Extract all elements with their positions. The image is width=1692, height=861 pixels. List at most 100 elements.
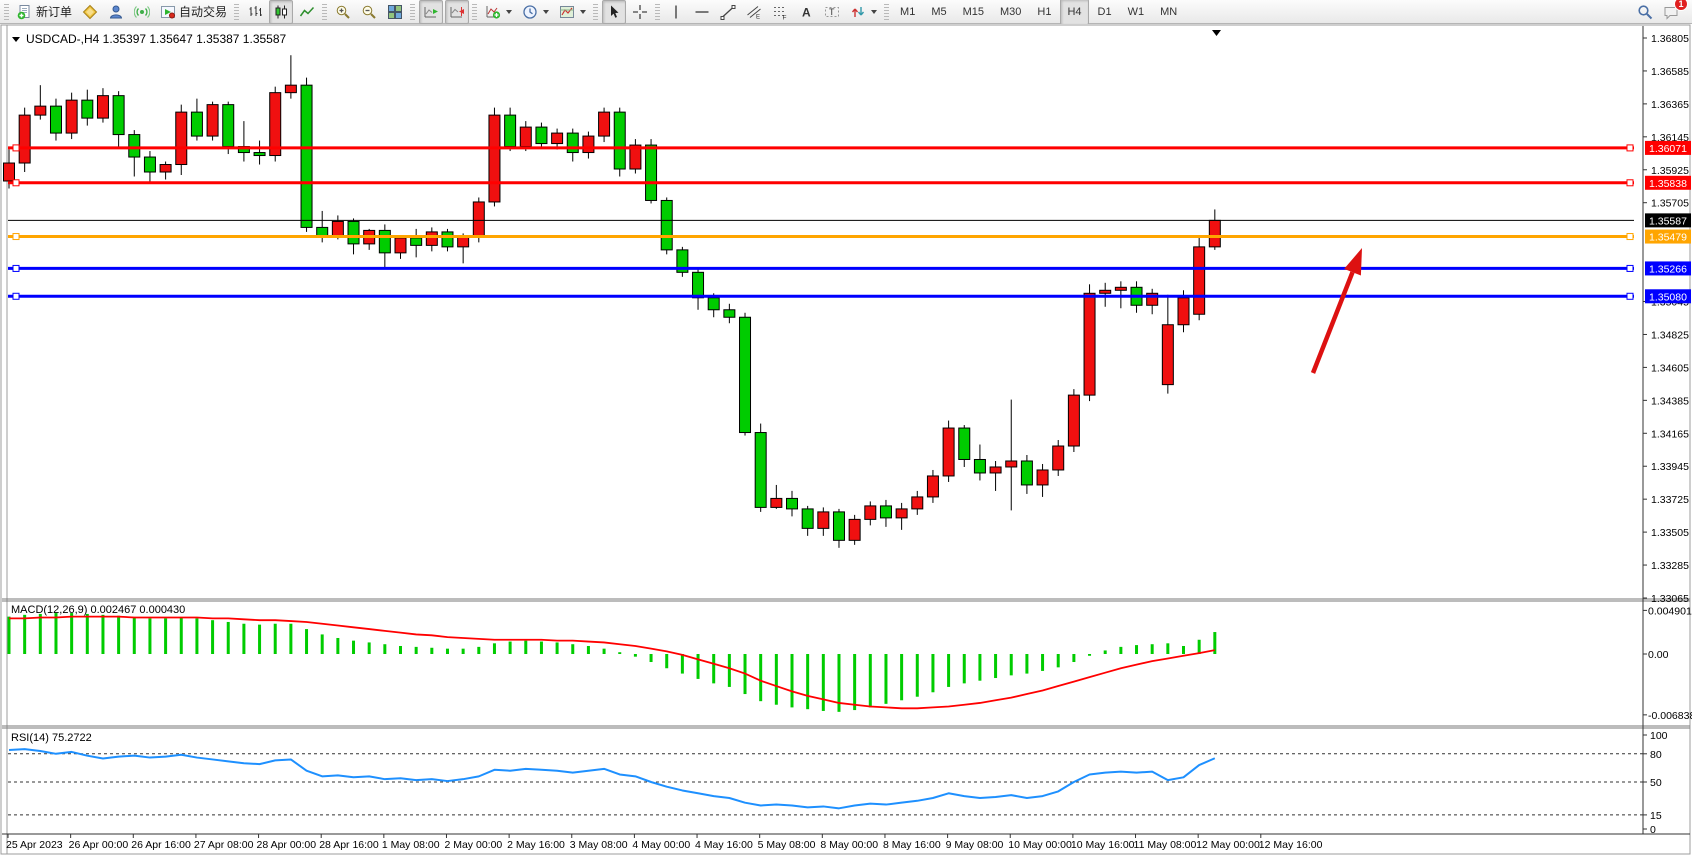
tf-m1[interactable]: M1 (893, 0, 922, 25)
signals-button[interactable] (130, 0, 154, 24)
macd-histogram-bar (258, 624, 262, 654)
tf-d1[interactable]: D1 (1091, 0, 1119, 25)
current-price-line[interactable]: 1.35587 (8, 213, 1691, 228)
toolbar-group-grip[interactable] (884, 3, 890, 20)
cursor-button[interactable] (602, 0, 627, 24)
tf-m15[interactable]: M15 (956, 0, 991, 25)
title-collapse-icon[interactable] (12, 37, 20, 42)
price-axis[interactable]: 1.36805 1.36585 1.36365 1.36145 1.35925 1.357… (1643, 33, 1692, 836)
bar-chart-button[interactable] (243, 0, 267, 24)
dropdown-caret-icon[interactable] (580, 9, 587, 14)
price-tick-label: 1.33065 (1651, 593, 1689, 605)
new-order-icon (17, 4, 33, 20)
tf-mn[interactable]: MN (1153, 0, 1184, 25)
line-handle[interactable] (1626, 233, 1634, 241)
trend-arrow-annotation[interactable] (1310, 248, 1362, 374)
line-handle[interactable] (12, 292, 20, 300)
periods-icon (522, 4, 538, 20)
candle (441, 228, 454, 252)
time-axis[interactable]: 25 Apr 2023 26 Apr 00:00 26 Apr 16:00 27 Ap… (6, 834, 1323, 851)
toolbar-group-grip[interactable] (4, 3, 9, 20)
candle (645, 139, 658, 204)
chart-canvas[interactable]: 1.36805 1.36585 1.36365 1.36145 1.35925 1.357… (0, 24, 1692, 856)
tile-windows-button[interactable] (383, 0, 407, 24)
channel-button[interactable]: E (742, 0, 766, 24)
price-level-badge (1645, 140, 1691, 155)
line-handle[interactable] (12, 264, 20, 272)
templates-button[interactable] (555, 0, 590, 24)
price-tick-label: 1.33505 (1651, 527, 1689, 539)
dropdown-caret-icon[interactable] (871, 9, 878, 14)
zoom-in-button[interactable] (331, 0, 355, 24)
periods-button[interactable] (518, 0, 553, 24)
line-handle[interactable] (1626, 264, 1634, 272)
tf-m30[interactable]: M30 (993, 0, 1028, 25)
macd-histogram-bar (602, 648, 606, 654)
time-tick-label: 26 Apr 00:00 (69, 839, 129, 851)
toolbar-group-grip[interactable] (655, 3, 661, 20)
text-button[interactable]: A (794, 0, 818, 24)
macd-histogram-bar (915, 654, 919, 697)
candlestick-button[interactable] (269, 0, 294, 24)
vertical-line-button[interactable] (664, 0, 688, 24)
time-tick-label: 28 Apr 00:00 (257, 839, 317, 851)
horizontal-level-line[interactable]: 1.35266 (8, 261, 1691, 276)
line-chart-button[interactable] (295, 0, 319, 24)
toolbar-group-grip[interactable] (410, 3, 416, 20)
horizontal-level-line[interactable]: 1.36071 (8, 140, 1691, 155)
horizontal-level-line[interactable]: 1.35479 (8, 229, 1691, 244)
line-handle[interactable] (1626, 292, 1634, 300)
chart-shift-button[interactable] (445, 0, 470, 24)
toolbar-group-grip[interactable] (593, 3, 599, 20)
dropdown-caret-icon[interactable] (506, 9, 513, 14)
search-button[interactable] (1633, 0, 1657, 24)
label-button[interactable]: T (820, 0, 844, 24)
candle (206, 101, 219, 141)
auto-scroll-button[interactable] (419, 0, 444, 24)
macd-histogram-bar (273, 623, 277, 654)
chart-window[interactable]: 1.36805 1.36585 1.36365 1.36145 1.35925 1.357… (0, 24, 1692, 861)
line-handle[interactable] (12, 179, 20, 187)
toolbar-group-grip[interactable] (322, 3, 328, 20)
line-handle[interactable] (1626, 144, 1634, 152)
tf-h4[interactable]: H4 (1060, 0, 1089, 25)
horizontal-level-line[interactable]: 1.35080 (8, 289, 1691, 304)
trendline-icon (720, 4, 736, 20)
tf-m5[interactable]: M5 (924, 0, 953, 25)
autotrading-button[interactable]: 自动交易 (156, 0, 231, 24)
dropdown-caret-icon[interactable] (543, 9, 550, 14)
crosshair-button[interactable] (628, 0, 652, 24)
shift-icon (449, 4, 465, 20)
indicators-button[interactable] (481, 0, 516, 24)
profile-button[interactable] (104, 0, 128, 24)
price-level-badge (1645, 229, 1691, 244)
chat-button[interactable]: 1 (1659, 0, 1688, 24)
tf-h1[interactable]: H1 (1030, 0, 1058, 25)
candle (817, 507, 830, 536)
toolbar-group-insert (480, 0, 591, 24)
time-tick-label: 10 May 16:00 (1071, 839, 1135, 851)
candle (942, 420, 955, 482)
toolbar-group-grip[interactable] (472, 3, 478, 20)
tf-w1[interactable]: W1 (1121, 0, 1152, 25)
line-handle[interactable] (1626, 179, 1634, 187)
macd-histogram-bar (696, 654, 700, 679)
metaeditor-button[interactable] (78, 0, 102, 24)
arrows-button[interactable] (846, 0, 881, 24)
candle (739, 312, 752, 436)
macd-histogram-bar (461, 648, 465, 654)
horizontal-level-line[interactable]: 1.35838 (8, 175, 1691, 190)
search-icon (1637, 4, 1653, 20)
trendline-button[interactable] (716, 0, 740, 24)
horizontal-line-button[interactable] (690, 0, 714, 24)
linechart-icon (299, 4, 315, 20)
time-tick-label: 2 May 00:00 (444, 839, 502, 851)
zoom-out-button[interactable] (357, 0, 381, 24)
toolbar-group-grip[interactable] (234, 3, 240, 20)
line-handle[interactable] (12, 144, 20, 152)
line-handle[interactable] (12, 233, 20, 241)
candle (112, 91, 125, 147)
fibonacci-button[interactable]: F (768, 0, 792, 24)
new-order-button[interactable]: 新订单 (13, 0, 76, 24)
cursor-icon (606, 4, 622, 20)
